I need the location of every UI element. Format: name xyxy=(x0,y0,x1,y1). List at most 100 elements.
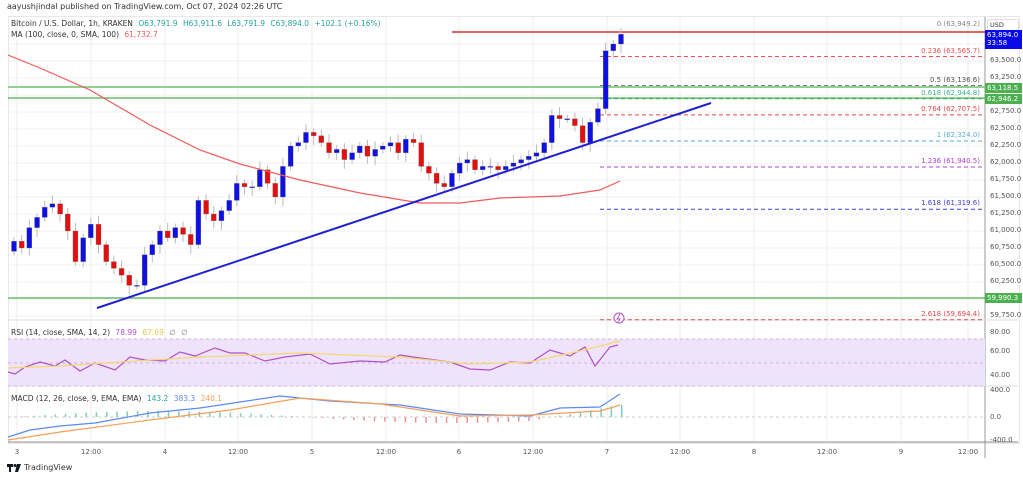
fib-label: 0 (63,949.2) xyxy=(936,20,980,29)
price-axis-label: 62,750.0 xyxy=(990,107,1022,115)
bar-countdown: 33:58 xyxy=(987,39,1008,47)
current-price: 63,894.0 xyxy=(987,31,1019,39)
macd-hist-value: 143.2 xyxy=(146,394,169,403)
flash-icon xyxy=(616,313,621,323)
low-value: L63,791.9 xyxy=(227,19,266,28)
time-axis-label: 12:00 xyxy=(227,448,249,456)
candle-up xyxy=(380,145,386,150)
time-axis-label: 7 xyxy=(604,448,610,456)
candle-down xyxy=(341,149,348,160)
fib-label: 0.236 (63,565.7) xyxy=(921,46,980,55)
candle-up xyxy=(287,145,294,167)
time-axis-label: 12:00 xyxy=(80,448,102,456)
candle-up xyxy=(42,207,48,218)
candle-down xyxy=(19,241,25,249)
fib-label: 1 (62,324.0) xyxy=(936,130,980,139)
candle-down xyxy=(95,224,102,245)
time-axis-label: 8 xyxy=(751,448,757,456)
resistance-tag-upper: 63,118.5 xyxy=(985,83,1022,93)
resistance-tag-lower: 62,946.2 xyxy=(985,94,1022,104)
candle-up xyxy=(172,227,179,238)
candle-down xyxy=(579,125,586,143)
close-value: C63,894.0 xyxy=(270,19,310,28)
candle-up xyxy=(249,186,255,188)
candle-down xyxy=(103,244,109,262)
rsi-label: RSI (14, close, SMA, 14, 2) xyxy=(11,328,111,337)
change-value: +102.1 (+0.16%) xyxy=(314,19,381,28)
candle-up xyxy=(257,169,263,187)
candle-up xyxy=(11,241,17,252)
candle-down xyxy=(57,203,63,215)
candle-down xyxy=(311,132,317,136)
candle-down xyxy=(118,268,125,276)
candle-down xyxy=(418,142,424,167)
rsi-legend: RSI (14, close, SMA, 14, 2) 78.99 67.69 … xyxy=(11,328,191,337)
candle-up xyxy=(549,115,555,143)
candle-up xyxy=(503,166,509,170)
high-value: H63,911.6 xyxy=(183,19,223,28)
rsi-axis-60: 60.00 xyxy=(990,347,1011,355)
rsi-axis-80: 80.00 xyxy=(990,328,1011,336)
price-axis-label: 60,750.0 xyxy=(990,243,1022,251)
rsi-axis-40: 40.00 xyxy=(990,371,1011,379)
price-axis-label: 62,250.0 xyxy=(990,141,1022,149)
candle-down xyxy=(318,135,324,143)
macd-value: 383.3 xyxy=(173,394,196,403)
candle-down xyxy=(326,142,332,153)
candle-down xyxy=(364,145,371,157)
fib-label: 2.618 (59,694.4) xyxy=(921,309,980,318)
time-axis-label: 4 xyxy=(162,448,168,456)
candle-up xyxy=(88,224,94,238)
candle-up xyxy=(195,200,202,245)
candle-up xyxy=(157,230,163,245)
candle-down xyxy=(188,234,194,245)
price-axis-label: 60,500.0 xyxy=(990,260,1022,268)
time-axis-label: 9 xyxy=(898,448,904,456)
macd-label: MACD (12, 26, close, 9, EMA, EMA) xyxy=(11,394,142,403)
current-price-tag: 63,894.0 33:58 xyxy=(985,30,1022,49)
candle-up xyxy=(526,156,532,160)
candle-up xyxy=(357,145,363,153)
candle-up xyxy=(226,200,232,211)
time-axis-label: 12:00 xyxy=(522,448,544,456)
candle-down xyxy=(472,159,478,170)
candle-up xyxy=(480,166,486,170)
macd-axis-neg400: -400.0 xyxy=(990,436,1013,444)
time-axis-label: 12:00 xyxy=(957,448,979,456)
candle-down xyxy=(441,183,447,187)
candle-up xyxy=(602,50,609,109)
candle-down xyxy=(410,139,417,143)
candle-up xyxy=(234,183,240,201)
candle-up xyxy=(587,122,593,143)
candle-up xyxy=(533,152,540,157)
candle-up xyxy=(618,34,624,45)
candle-down xyxy=(241,183,248,187)
support-tag: 59,990.3 xyxy=(985,293,1022,303)
candle-down xyxy=(264,169,271,184)
price-axis-label: 62,500.0 xyxy=(990,124,1022,132)
price-axis-label: 61,750.0 xyxy=(990,175,1022,183)
fib-label: 0.5 (63,136.6) xyxy=(930,75,980,84)
candle-up xyxy=(541,142,547,153)
fib-label: 1.618 (61,319.6) xyxy=(921,199,980,208)
candle-up xyxy=(149,244,155,255)
time-axis-label: 12:00 xyxy=(816,448,838,456)
price-axis-label: 63,250.0 xyxy=(990,73,1022,81)
candle-down xyxy=(111,261,117,269)
candle-up xyxy=(518,159,524,164)
candle-up xyxy=(387,142,394,147)
tradingview-brand[interactable]: TradingView xyxy=(7,463,72,472)
candle-up xyxy=(280,166,286,198)
candle-up xyxy=(456,162,463,174)
candle-down xyxy=(203,200,209,215)
rsi-extra-1: ∅ xyxy=(169,328,176,337)
candle-up xyxy=(134,285,140,287)
candle-up xyxy=(349,152,355,160)
candle-up xyxy=(464,159,470,164)
symbol-title: Bitcoin / U.S. Dollar, 1h, KRAKEN xyxy=(11,19,133,28)
candle-down xyxy=(65,213,71,232)
candle-down xyxy=(180,227,186,235)
candle-up xyxy=(26,227,33,249)
candle-down xyxy=(556,115,563,119)
